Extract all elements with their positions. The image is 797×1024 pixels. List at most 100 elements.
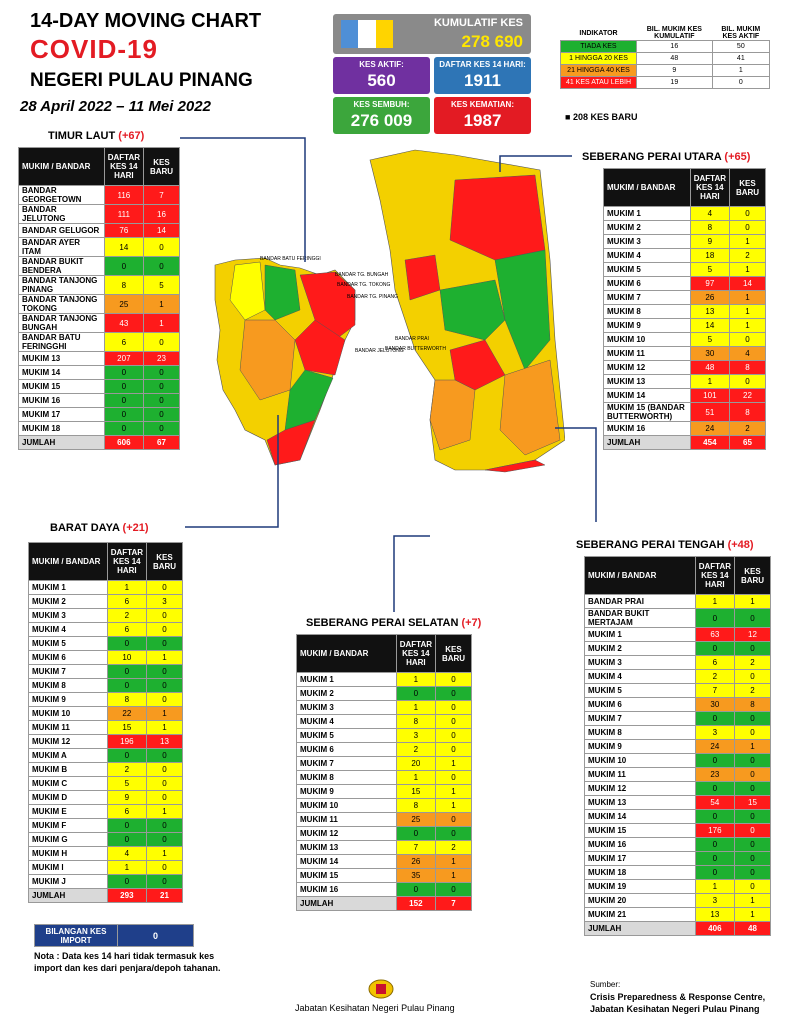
table-row: MUKIM 11 25 0 bbox=[296, 812, 472, 827]
row-daftar: 25 bbox=[103, 294, 145, 314]
row-baru: 0 bbox=[734, 767, 771, 782]
row-daftar: 9 bbox=[689, 234, 731, 249]
table-row: MUKIM 15 35 1 bbox=[296, 868, 472, 883]
row-daftar: 20 bbox=[395, 756, 437, 771]
row-baru: 0 bbox=[734, 837, 771, 852]
col-header-baru: KES BARU bbox=[435, 634, 472, 673]
row-name: MUKIM 3 bbox=[584, 655, 696, 670]
row-daftar: 15 bbox=[395, 784, 437, 799]
row-daftar: 5 bbox=[689, 262, 731, 277]
row-daftar: 0 bbox=[103, 421, 145, 436]
row-daftar: 23 bbox=[694, 767, 736, 782]
table-row: BANDAR GEORGETOWN 116 7 bbox=[18, 185, 180, 205]
table-row: MUKIM 12 196 13 bbox=[28, 734, 183, 749]
row-name: MUKIM 15 (BANDAR BUTTERWORTH) bbox=[603, 402, 691, 422]
row-baru: 0 bbox=[143, 332, 180, 352]
total-row: JUMLAH 293 21 bbox=[28, 888, 183, 903]
row-name: MUKIM 4 bbox=[28, 622, 108, 637]
row-daftar: 0 bbox=[106, 748, 148, 763]
row-baru: 0 bbox=[734, 669, 771, 684]
row-name: MUKIM 5 bbox=[28, 636, 108, 651]
table-row: MUKIM 6 97 14 bbox=[603, 276, 766, 291]
row-daftar: 0 bbox=[694, 753, 736, 768]
recovered-value: 276 009 bbox=[350, 111, 413, 130]
row-name: MUKIM H bbox=[28, 846, 108, 861]
row-daftar: 7 bbox=[395, 840, 437, 855]
row-name: MUKIM 4 bbox=[296, 714, 397, 729]
table-row: MUKIM 21 13 1 bbox=[584, 907, 771, 922]
row-name: MUKIM 21 bbox=[584, 907, 696, 922]
row-baru: 0 bbox=[146, 636, 183, 651]
row-name: MUKIM B bbox=[28, 762, 108, 777]
registered-value: 1911 bbox=[464, 71, 501, 90]
row-daftar: 6 bbox=[106, 622, 148, 637]
row-name: MUKIM 19 bbox=[584, 879, 696, 894]
row-daftar: 2 bbox=[395, 742, 437, 757]
source-line1: Crisis Preparedness & Response Centre, bbox=[590, 992, 766, 1002]
row-daftar: 0 bbox=[103, 379, 145, 394]
row-name: MUKIM 6 bbox=[584, 697, 696, 712]
row-baru: 14 bbox=[143, 223, 180, 238]
deaths-box: KES KEMATIAN: 1987 bbox=[434, 97, 531, 134]
row-daftar: 0 bbox=[106, 636, 148, 651]
map-label: BANDAR TG. BUNGAH bbox=[335, 272, 389, 278]
row-baru: 23 bbox=[143, 351, 180, 366]
legend-row-a: 16 bbox=[636, 40, 713, 53]
map-label: BANDAR PRAI bbox=[395, 336, 429, 342]
row-baru: 0 bbox=[146, 608, 183, 623]
mainland-region bbox=[499, 359, 561, 456]
table-row: MUKIM 11 15 1 bbox=[28, 720, 183, 735]
row-baru: 1 bbox=[734, 907, 771, 922]
row-baru: 8 bbox=[729, 360, 766, 375]
row-name: BANDAR AYER ITAM bbox=[18, 237, 105, 257]
table-row: BANDAR BATU FERINGGHI 6 0 bbox=[18, 332, 180, 352]
recovered-box: KES SEMBUH: 276 009 bbox=[333, 97, 430, 134]
row-baru: 12 bbox=[734, 627, 771, 642]
row-daftar: 0 bbox=[694, 851, 736, 866]
row-name: MUKIM 13 bbox=[584, 795, 696, 810]
table-row: MUKIM 14 0 0 bbox=[18, 365, 180, 380]
row-baru: 0 bbox=[143, 379, 180, 394]
row-baru: 0 bbox=[143, 237, 180, 257]
table-row: MUKIM 10 22 1 bbox=[28, 706, 183, 721]
footer-dept: Jabatan Kesihatan Negeri Pulau Pinang bbox=[295, 1003, 455, 1013]
row-daftar: 1 bbox=[106, 860, 148, 875]
row-name: MUKIM E bbox=[28, 804, 108, 819]
row-name: MUKIM 16 bbox=[18, 393, 105, 408]
row-baru: 0 bbox=[146, 832, 183, 847]
row-baru: 0 bbox=[435, 700, 472, 715]
col-header-name: MUKIM / BANDAR bbox=[584, 556, 696, 595]
row-name: MUKIM 10 bbox=[603, 332, 691, 347]
island-region bbox=[294, 319, 346, 376]
source-line2: Jabatan Kesihatan Negeri Pulau Pinang bbox=[590, 1004, 760, 1014]
active-box: KES AKTIF: 560 bbox=[333, 57, 430, 94]
row-daftar: 8 bbox=[395, 798, 437, 813]
row-name: MUKIM 10 bbox=[296, 798, 397, 813]
row-daftar: 3 bbox=[694, 725, 736, 740]
mainland-region bbox=[484, 459, 546, 473]
row-baru: 1 bbox=[729, 290, 766, 305]
section-title-spt: SEBERANG PERAI TENGAH (+48) bbox=[576, 539, 754, 551]
table-row: MUKIM 6 30 8 bbox=[584, 697, 771, 712]
table-row: MUKIM 8 13 1 bbox=[603, 304, 766, 319]
row-name: MUKIM 9 bbox=[28, 692, 108, 707]
total-total_b: 67 bbox=[143, 435, 180, 450]
row-name: MUKIM I bbox=[28, 860, 108, 875]
table-row: MUKIM 1 63 12 bbox=[584, 627, 771, 642]
spu-table: MUKIM / BANDAR DAFTAR KES 14 HARI KES BARU… bbox=[603, 168, 766, 450]
row-name: MUKIM 5 bbox=[584, 683, 696, 698]
row-baru: 7 bbox=[143, 185, 180, 205]
row-name: MUKIM 15 bbox=[18, 379, 105, 394]
row-name: BANDAR GEORGETOWN bbox=[18, 185, 105, 205]
table-row: MUKIM 18 0 0 bbox=[18, 421, 180, 436]
